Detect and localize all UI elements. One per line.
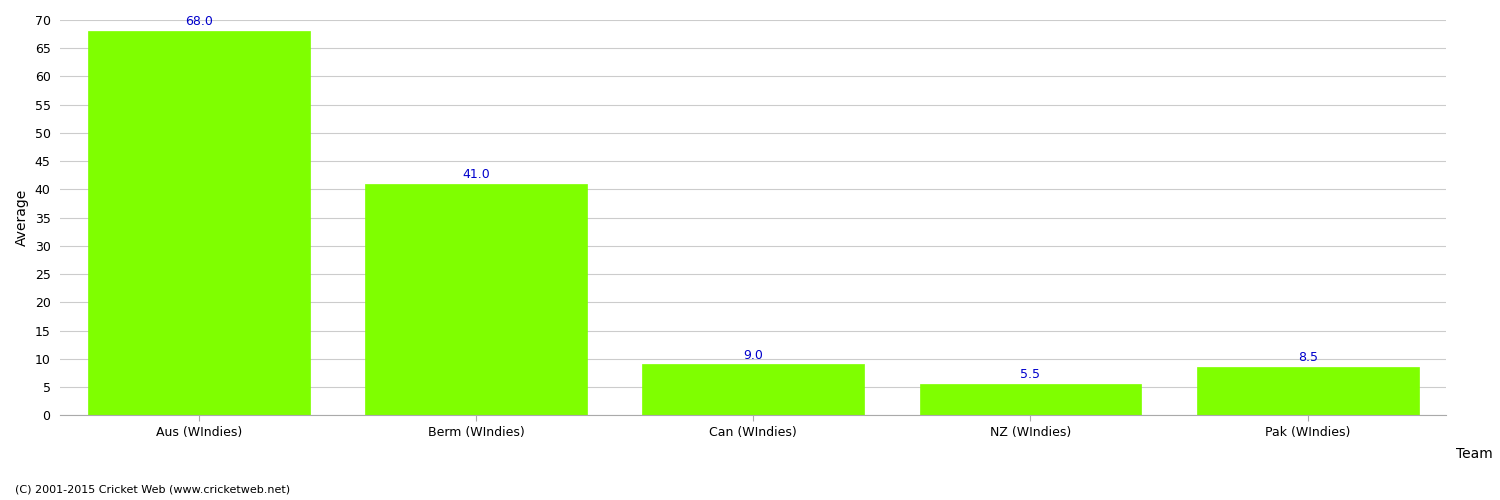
- Bar: [920, 384, 1142, 415]
- X-axis label: Team: Team: [1455, 447, 1492, 461]
- Text: (C) 2001-2015 Cricket Web (www.cricketweb.net): (C) 2001-2015 Cricket Web (www.cricketwe…: [15, 485, 290, 495]
- Text: 41.0: 41.0: [462, 168, 490, 181]
- Text: 5.5: 5.5: [1020, 368, 1041, 382]
- Bar: [364, 184, 586, 415]
- Y-axis label: Average: Average: [15, 189, 28, 246]
- Text: 68.0: 68.0: [184, 16, 213, 28]
- Text: 9.0: 9.0: [744, 348, 764, 362]
- Bar: [1197, 367, 1419, 415]
- Bar: [642, 364, 864, 415]
- Bar: [88, 32, 310, 415]
- Text: 8.5: 8.5: [1298, 352, 1317, 364]
